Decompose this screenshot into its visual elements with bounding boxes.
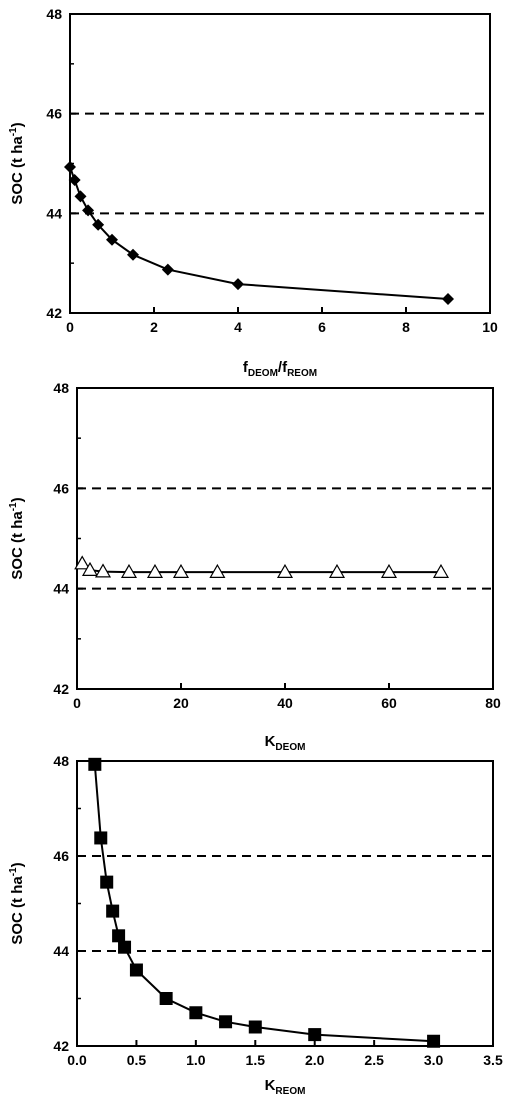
y-axis-label: SOC (t ha-1): [8, 862, 26, 944]
data-point: [159, 992, 173, 1005]
x-tick-label: 10: [482, 319, 498, 335]
data-point: [276, 563, 294, 578]
x-axis-label-a-sub: DEOM: [275, 742, 305, 753]
x-tick-label: 60: [381, 695, 397, 711]
x-tick-label: 2.0: [305, 1052, 325, 1068]
y-tick-label: 46: [53, 848, 69, 864]
data-point: [92, 218, 105, 231]
data-point: [81, 561, 99, 576]
data-point: [328, 563, 346, 578]
data-point: [432, 563, 450, 578]
data-point: [248, 1020, 262, 1034]
y-tick-label: 44: [53, 581, 69, 597]
x-axis-label-a-sub: REOM: [275, 1086, 305, 1097]
y-axis-label-sup: -1: [8, 127, 19, 136]
data-point: [100, 875, 114, 889]
data-point: [88, 757, 102, 771]
y-axis-label-main: SOC (t ha: [9, 876, 26, 945]
series-line: [69, 166, 449, 300]
x-tick-label: 2.5: [364, 1052, 384, 1068]
x-tick-label: 1.5: [246, 1052, 266, 1068]
data-point: [120, 563, 138, 578]
data-point: [127, 248, 139, 261]
y-tick-label: 42: [46, 305, 62, 321]
y-axis-label-main: SOC (t ha: [9, 136, 26, 205]
data-point: [146, 563, 164, 578]
chart-panel-3: 42 44 46 48 0.0 0.5 1.0 1.5 2.0 2.5 3.0 3.5 SOC (t h…: [8, 753, 503, 1097]
y-tick-label: 48: [53, 380, 69, 396]
x-axis-label-a-sub: DEOM: [248, 368, 278, 379]
chart-panel-2: 42 44 46 48 0 20 40 60 80 SOC (t ha-1) KDEOM: [8, 380, 501, 753]
data-point: [82, 204, 95, 217]
x-axis-label: KREOM: [265, 1077, 306, 1097]
y-tick-label: 48: [53, 753, 69, 769]
y-axis-label-main: SOC (t ha: [9, 511, 26, 580]
x-tick-label: 40: [277, 695, 293, 711]
x-tick-label: 8: [402, 319, 410, 335]
data-point: [68, 173, 81, 186]
data-point: [74, 190, 87, 203]
x-tick-label: 2: [150, 319, 158, 335]
data-point: [442, 293, 454, 306]
data-point: [94, 831, 108, 845]
plot-frame: [76, 387, 494, 690]
x-axis-label-b: f: [282, 359, 288, 376]
data-point: [380, 563, 398, 578]
y-tick-label: 42: [53, 681, 69, 697]
y-tick-label: 48: [46, 6, 62, 22]
y-tick-label: 46: [53, 480, 69, 496]
data-point: [232, 278, 244, 291]
x-tick-label: 0.0: [67, 1052, 87, 1068]
y-tick-label: 42: [53, 1038, 69, 1054]
x-tick-label: 0.5: [127, 1052, 147, 1068]
x-tick-label: 3.5: [483, 1052, 503, 1068]
data-point: [106, 233, 118, 246]
data-point: [172, 563, 190, 578]
y-tick-label: 44: [46, 205, 62, 221]
x-axis-label-slash: /: [278, 359, 283, 376]
data-point: [74, 555, 91, 570]
y-tick-label: 44: [53, 943, 69, 959]
x-axis-label-b-sub: REOM: [287, 368, 317, 379]
y-axis-label-close: ): [9, 497, 26, 502]
x-axis-label-a: K: [265, 733, 276, 750]
data-point: [118, 940, 132, 954]
y-axis-label-close: ): [9, 122, 26, 127]
y-axis-label-sup: -1: [8, 867, 19, 876]
data-point: [308, 1028, 322, 1042]
data-point: [161, 263, 174, 276]
x-tick-label: 3.0: [424, 1052, 444, 1068]
data-point: [64, 160, 76, 173]
series-line: [93, 764, 434, 1043]
x-tick-label: 80: [485, 695, 501, 711]
y-tick-label: 46: [46, 106, 62, 122]
y-axis-label: SOC (t ha-1): [8, 497, 26, 579]
data-point: [106, 904, 120, 918]
data-point: [94, 563, 112, 578]
plot-frame: [76, 760, 494, 1047]
y-axis-label-sup: -1: [8, 502, 19, 511]
data-point: [427, 1034, 441, 1048]
plot-frame: [69, 13, 491, 314]
x-axis-label-a: f: [243, 359, 249, 376]
y-axis-label: SOC (t ha-1): [8, 122, 26, 204]
x-axis-label: KDEOM: [265, 733, 306, 753]
data-point: [189, 1006, 203, 1020]
x-axis-label: fDEOM/fREOM: [243, 359, 317, 379]
y-axis-label-close: ): [9, 862, 26, 867]
x-tick-label: 4: [234, 319, 242, 335]
data-point: [112, 929, 126, 943]
x-tick-label: 20: [173, 695, 189, 711]
data-point: [129, 963, 143, 977]
x-tick-label: 1.0: [186, 1052, 206, 1068]
x-tick-label: 0: [73, 695, 81, 711]
x-tick-label: 6: [318, 319, 326, 335]
data-point: [209, 563, 226, 578]
x-tick-label: 0: [66, 319, 74, 335]
data-point: [219, 1015, 233, 1029]
x-axis-label-a: K: [265, 1077, 276, 1094]
